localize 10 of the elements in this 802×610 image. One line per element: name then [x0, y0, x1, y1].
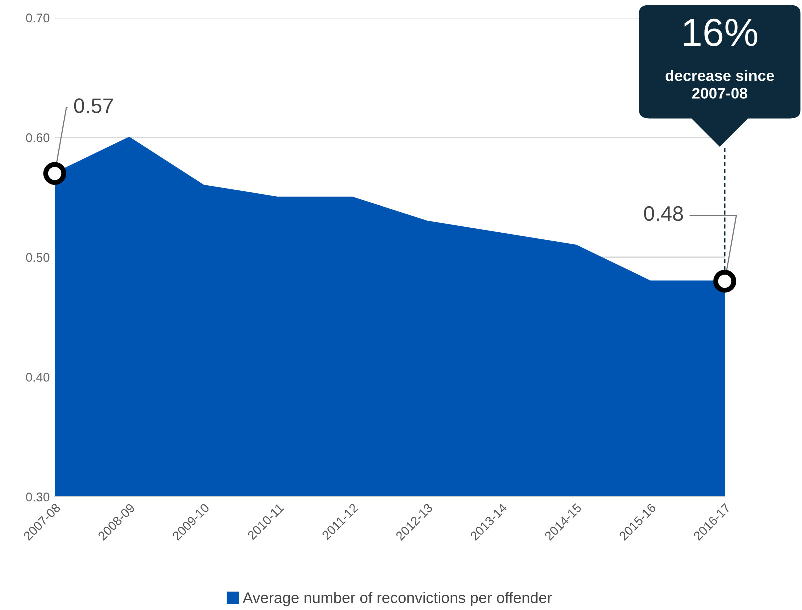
- y-tick-label: 0.70: [26, 14, 50, 23]
- y-tick-label: 0.50: [26, 253, 50, 262]
- y-tick-label: 0.30: [26, 492, 50, 502]
- annotation: 0.57: [74, 98, 114, 114]
- annotation: 0.48: [644, 206, 684, 222]
- annotation: decrease since 2007-08: [666, 70, 774, 99]
- y-tick-label: 0.60: [26, 134, 50, 142]
- y-tick-label: 0.40: [26, 373, 50, 382]
- annotation: 16%: [684, 18, 758, 46]
- legend-label: Average number of reconvictions per offender: [242, 592, 552, 606]
